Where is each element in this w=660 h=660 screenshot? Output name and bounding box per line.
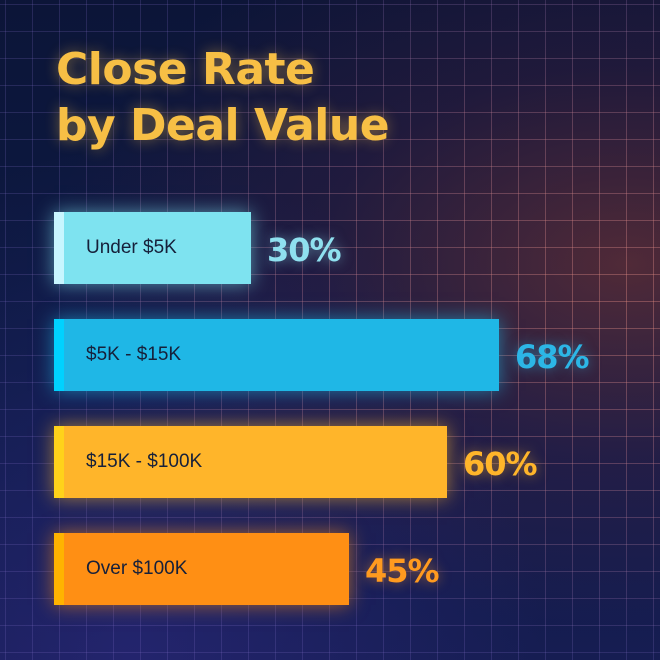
bar-edge — [54, 212, 64, 284]
bar-category-label: Under $5K — [86, 237, 177, 258]
chart-title: Close Rate by Deal Value — [56, 42, 390, 154]
bar: Over $100K — [54, 533, 349, 605]
bar: $15K - $100K — [54, 426, 447, 498]
bar-value-label: 30% — [267, 231, 342, 269]
bar: Under $5K — [54, 212, 251, 284]
chart-title-line-1: Close Rate — [56, 44, 315, 95]
bar-category-label: $5K - $15K — [86, 344, 182, 365]
bar-category-label: $15K - $100K — [86, 451, 203, 472]
bar: $5K - $15K — [54, 319, 499, 391]
bar-edge — [54, 533, 64, 605]
chart-title-line-2: by Deal Value — [56, 100, 390, 151]
bar-value-label: 60% — [463, 445, 538, 483]
bar-edge — [54, 319, 64, 391]
bar-value-label: 68% — [515, 338, 590, 376]
bar-edge — [54, 426, 64, 498]
bar-value-label: 45% — [365, 552, 440, 590]
bar-category-label: Over $100K — [86, 558, 188, 579]
